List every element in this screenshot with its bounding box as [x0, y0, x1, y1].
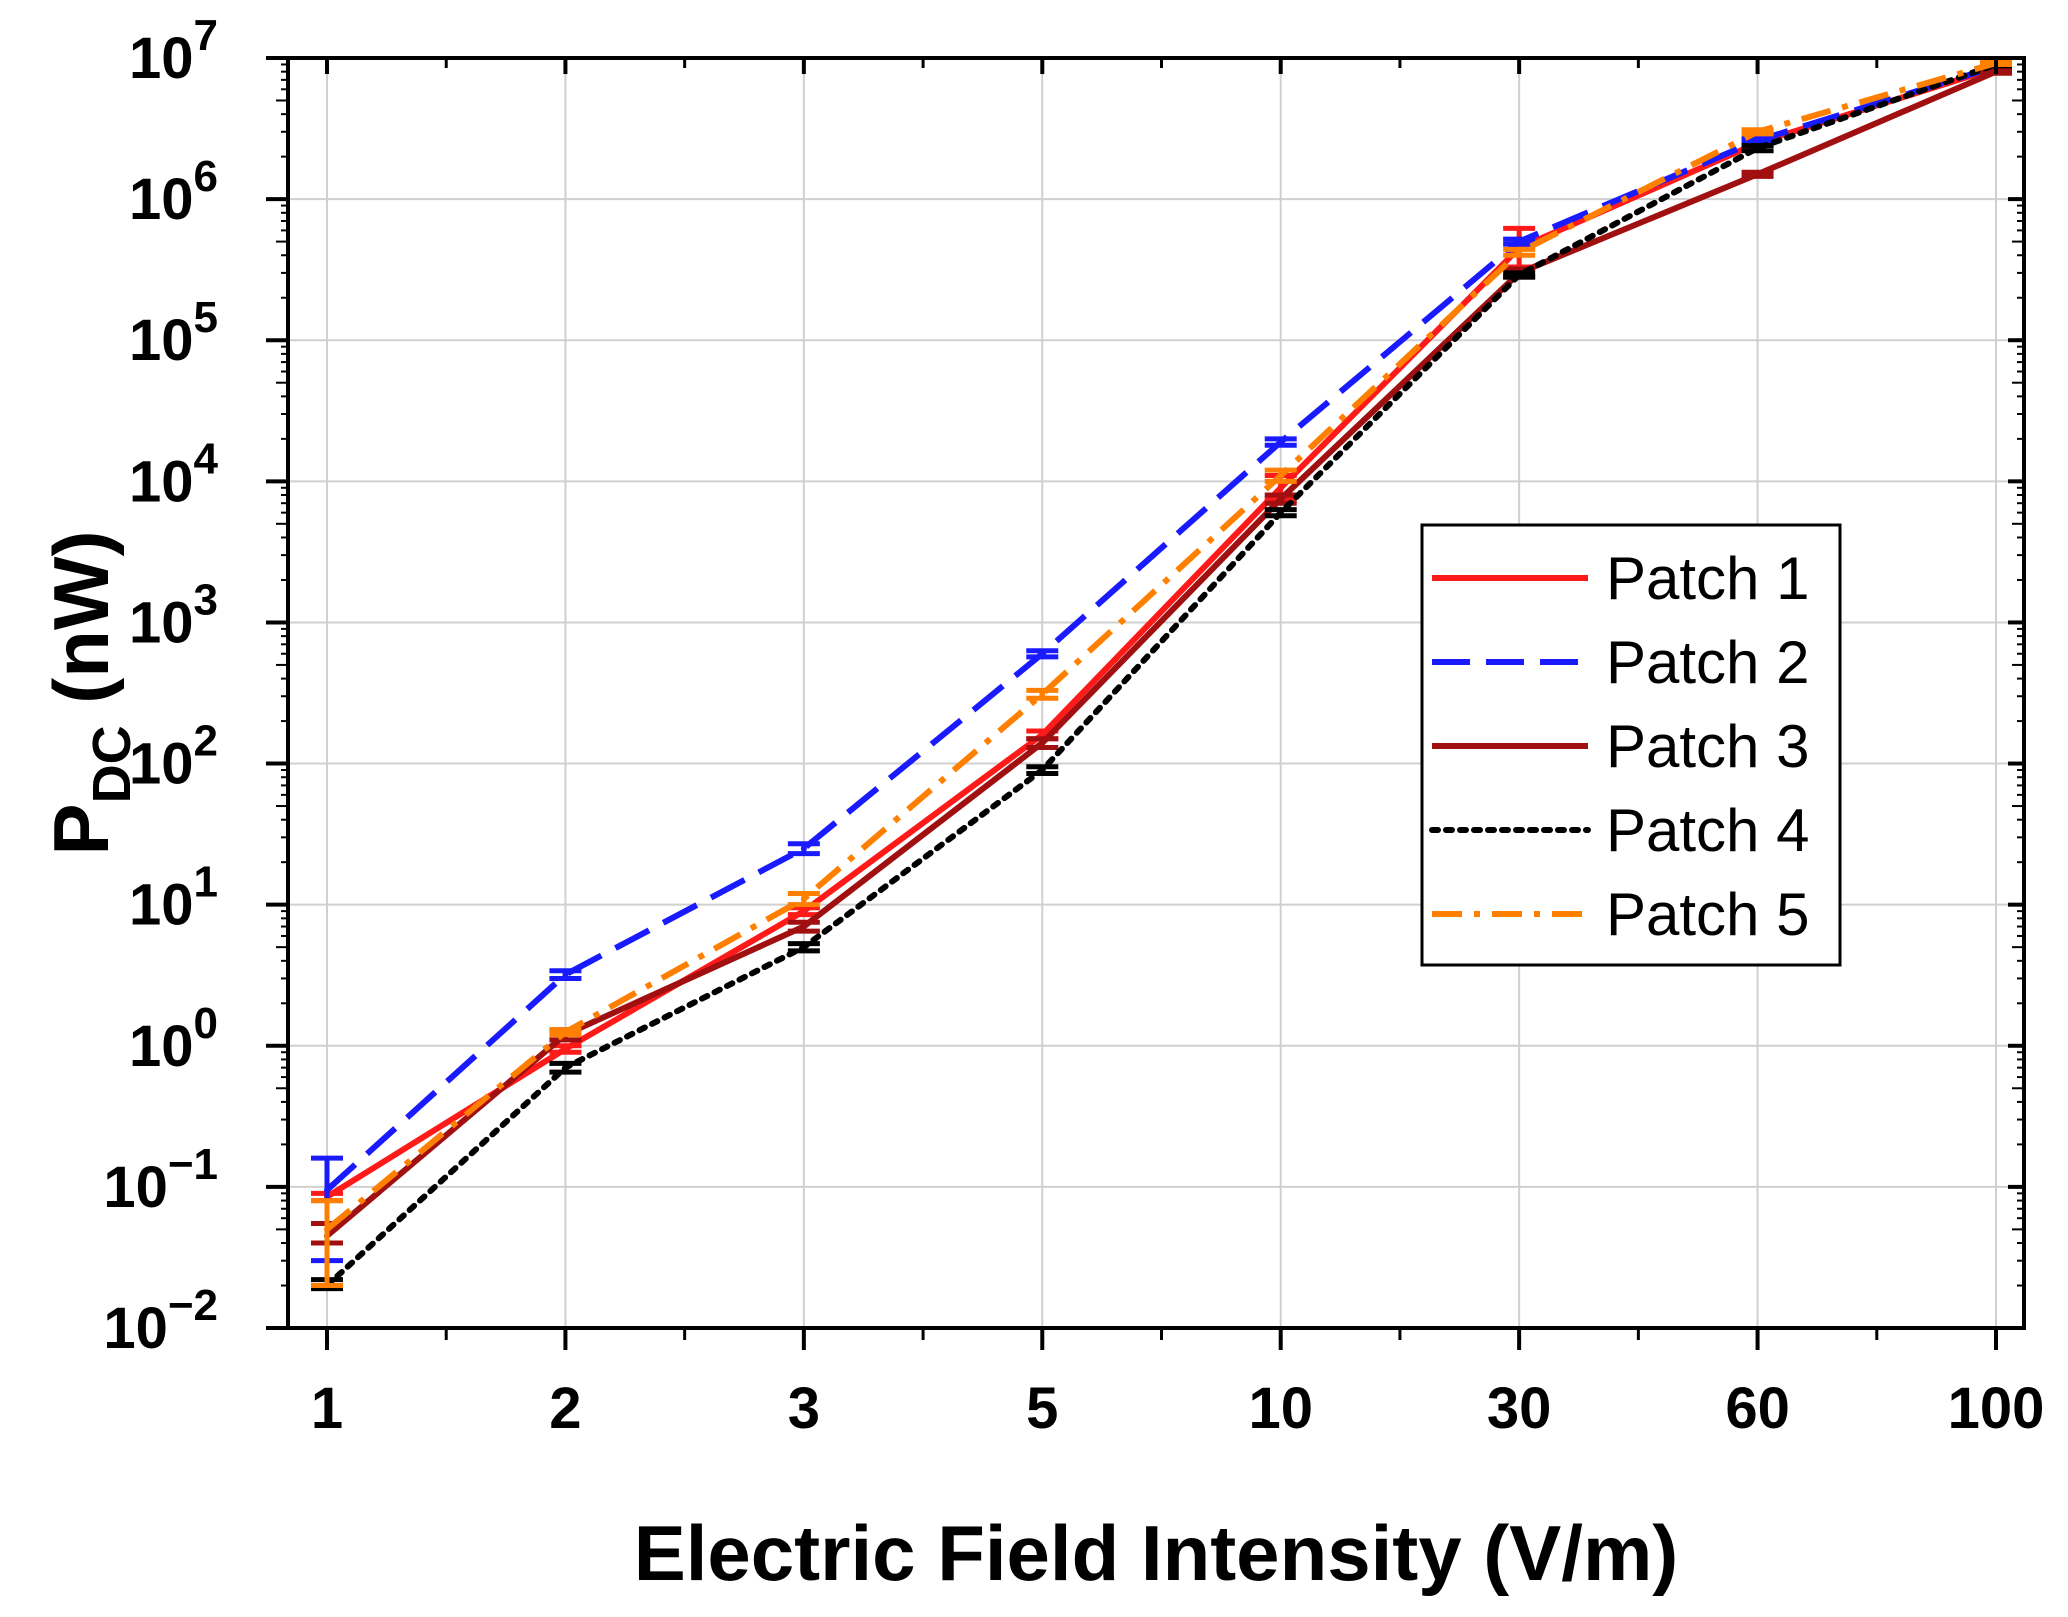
series-patch-4 [311, 60, 2012, 1292]
tick-labels: 1 2 3 5 10 30 60 100 10−2 10−1 100 101 102 103 104 105 1… [103, 11, 2044, 1441]
y-tick-label: 107 [129, 11, 218, 91]
legend-label: Patch 4 [1606, 797, 1809, 864]
data-point [1277, 495, 1284, 502]
x-tick-label: 10 [1248, 1376, 1313, 1441]
data-point [1039, 691, 1046, 698]
x-tick-label: 30 [1487, 1376, 1552, 1441]
data-point [324, 1226, 330, 1233]
legend-label: Patch 3 [1606, 713, 1809, 780]
y-tick-label: 100 [129, 999, 218, 1079]
y-tick-label: 10−1 [103, 1140, 218, 1220]
plot-frame [286, 56, 2026, 1330]
data-point [1039, 767, 1046, 774]
data-point [324, 1187, 330, 1194]
legend: Patch 1 Patch 2 Patch 3 Patch 4 Patch 5 [1420, 523, 1842, 967]
data-point [1277, 484, 1284, 491]
y-tick-label: 105 [129, 293, 218, 373]
axis-ticks [266, 56, 2024, 1350]
series-layer [311, 59, 2012, 1292]
y-axis-title-unit: (nW) [37, 531, 125, 726]
series-line [324, 63, 1997, 1193]
data-point [562, 971, 569, 978]
legend-label: Patch 2 [1606, 629, 1809, 696]
x-tick-label: 60 [1725, 1376, 1790, 1441]
series-line [324, 61, 1999, 1289]
x-tick-label: 1 [311, 1376, 343, 1441]
x-tick-label: 3 [788, 1376, 820, 1441]
x-axis-title: Electric Field Intensity (V/m) [634, 1509, 1679, 1597]
data-point [1277, 509, 1284, 516]
y-axis-title-sub: DC [82, 725, 142, 803]
data-point [800, 944, 807, 951]
y-tick-label: 106 [129, 152, 218, 232]
data-point [800, 845, 807, 852]
data-point [1754, 128, 1761, 135]
y-tick-label: 104 [129, 434, 219, 514]
legend-label: Patch 5 [1606, 881, 1809, 948]
x-tick-label: 100 [1948, 1376, 2045, 1441]
data-point [562, 1029, 569, 1036]
series-patch-5 [311, 59, 2012, 1289]
series-line [325, 68, 1998, 1239]
legend-label: Patch 1 [1606, 545, 1809, 612]
x-tick-label: 2 [549, 1376, 581, 1441]
y-tick-label: 10−2 [103, 1281, 218, 1361]
data-point [1516, 238, 1523, 245]
data-point [1754, 145, 1761, 152]
y-axis-title: PDC (nW) [37, 531, 142, 856]
y-axis-title-main: P [37, 803, 125, 855]
series-line [325, 60, 1997, 1232]
data-point [562, 1064, 569, 1071]
data-point [1516, 249, 1523, 256]
data-point [1277, 438, 1284, 445]
data-point [562, 1045, 569, 1052]
data-point [1754, 137, 1761, 144]
data-point [1277, 472, 1284, 479]
y-tick-label: 103 [129, 575, 218, 655]
x-tick-label: 5 [1026, 1376, 1058, 1441]
data-point [800, 923, 807, 930]
data-point [1039, 739, 1046, 746]
data-point [800, 908, 807, 915]
y-tick-label: 102 [129, 717, 218, 797]
y-tick-label: 101 [129, 858, 218, 938]
data-point [800, 895, 807, 902]
data-point [1516, 271, 1523, 278]
series-patch-2 [311, 62, 2012, 1264]
data-point [1754, 171, 1761, 178]
data-point [1039, 650, 1046, 657]
